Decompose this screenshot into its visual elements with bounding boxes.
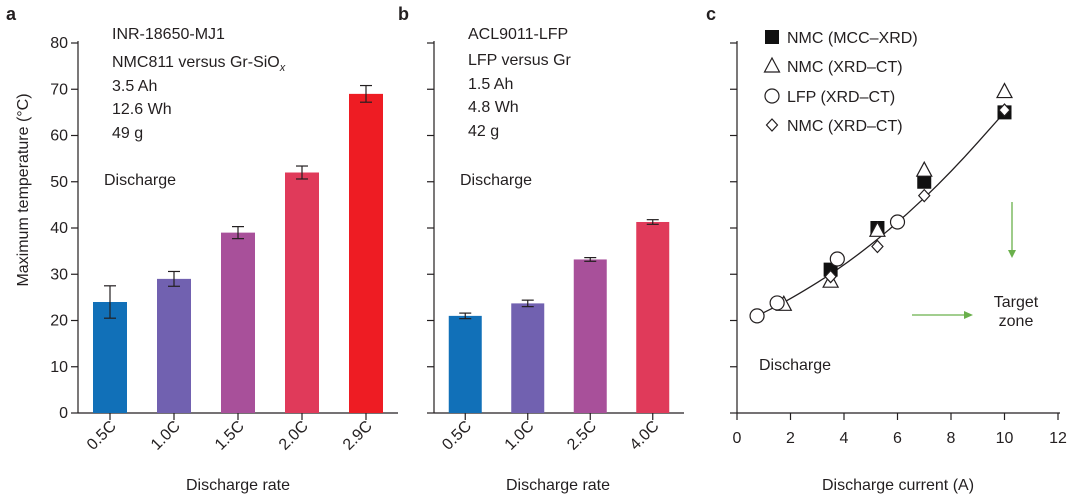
b-x-tick-label: 0.5C	[439, 418, 475, 454]
a-x-tick-label: 1.5C	[212, 418, 248, 454]
a-y-tick-label: 70	[50, 81, 68, 98]
a-error-bar	[168, 270, 180, 287]
b-error-bar	[521, 299, 534, 308]
c-x-tick-label: 4	[840, 430, 849, 447]
c-x-tick-label: 10	[996, 430, 1014, 447]
b-x-tick-label: 2.5C	[564, 418, 600, 454]
panel-a: a Maximum temperature (°C) INR-18650-MJ1…	[6, 4, 398, 494]
cell-b-chem: LFP versus Gr	[468, 52, 572, 69]
fit-curve	[756, 111, 1005, 317]
a-error-bar	[104, 285, 116, 319]
panel-c: c Discharge Target zone Discharge curren…	[706, 4, 1067, 494]
legend-marker	[765, 30, 779, 44]
a-y-tick-label: 20	[50, 313, 68, 330]
y-axis-label: Maximum temperature (°C)	[15, 93, 32, 286]
c-point-triangle-open	[915, 160, 933, 177]
legend-marker	[764, 88, 780, 104]
c-point-circle-open	[769, 295, 785, 311]
c-point-diamond-open	[917, 188, 931, 203]
cell-a-capacity: 3.5 Ah	[112, 78, 157, 95]
discharge-label-c: Discharge	[759, 357, 831, 374]
panel-b-letter: b	[398, 4, 409, 24]
target-zone-label-2: zone	[999, 313, 1034, 330]
legend-label: NMC (MCC–XRD)	[787, 30, 918, 47]
a-bar	[221, 232, 255, 413]
c-x-tick-label: 6	[893, 430, 902, 447]
c-point-triangle-open	[995, 82, 1014, 99]
c-x-tick-label: 2	[786, 430, 795, 447]
b-error-bar	[584, 257, 597, 262]
cell-a-chem: NMC811 versus Gr-SiOx	[112, 54, 286, 74]
c-point-square-filled	[823, 262, 838, 277]
a-bar	[285, 172, 319, 413]
a-y-tick-label: 0	[59, 405, 68, 422]
c-point-square-filled	[917, 174, 932, 189]
cell-a-mass: 49 g	[112, 125, 143, 142]
x-axis-label-c: Discharge current (A)	[822, 477, 974, 494]
target-arrow-down-head	[1008, 250, 1016, 258]
c-x-tick-label: 8	[947, 430, 956, 447]
a-y-tick-label: 30	[50, 266, 68, 283]
c-x-tick-label: 12	[1049, 430, 1067, 447]
target-arrow-right-head	[964, 311, 973, 319]
a-bar	[349, 93, 383, 413]
c-point-triangle-open	[868, 221, 886, 237]
c-point-circle-open	[749, 308, 765, 324]
b-error-bar	[459, 312, 472, 320]
a-x-tick-label: 2.0C	[276, 418, 312, 454]
a-error-bar	[296, 165, 308, 180]
legend-label: NMC (XRD–CT)	[787, 118, 903, 135]
cell-b-energy: 4.8 Wh	[468, 99, 519, 116]
b-bar	[511, 303, 545, 413]
cell-b-capacity: 1.5 Ah	[468, 76, 513, 93]
c-point-diamond-open	[998, 103, 1011, 117]
c-point-diamond-open	[824, 269, 837, 284]
panel-c-letter: c	[706, 4, 716, 24]
cell-b-mass: 42 g	[468, 123, 499, 140]
legend-label: LFP (XRD–CT)	[787, 89, 895, 106]
legend-marker	[763, 56, 781, 73]
cell-a-energy: 12.6 Wh	[112, 101, 172, 118]
a-y-tick-label: 60	[50, 128, 68, 145]
legend-label: NMC (XRD–CT)	[787, 59, 903, 76]
c-point-circle-open	[829, 251, 845, 267]
b-bar	[573, 259, 607, 413]
a-error-bar	[232, 226, 244, 240]
panel-b: b ACL9011-LFP LFP versus Gr 1.5 Ah 4.8 W…	[398, 4, 684, 494]
a-y-tick-label: 40	[50, 220, 68, 237]
a-error-bar	[360, 84, 372, 103]
b-error-bar	[646, 219, 659, 225]
target-zone-label-1: Target	[994, 294, 1039, 311]
legend-marker	[765, 118, 779, 132]
b-bar	[448, 315, 482, 413]
b-x-tick-label: 1.0C	[502, 418, 538, 454]
cell-b-name: ACL9011-LFP	[468, 26, 568, 43]
discharge-label-a: Discharge	[104, 172, 176, 189]
c-x-tick-label: 0	[733, 430, 742, 447]
a-x-tick-label: 2.9C	[340, 418, 376, 454]
c-point-circle-open	[889, 214, 906, 230]
cell-a-name: INR-18650-MJ1	[112, 26, 225, 43]
a-y-tick-label: 10	[50, 359, 68, 376]
x-axis-label-a: Discharge rate	[186, 477, 290, 494]
a-y-tick-label: 80	[50, 35, 68, 52]
discharge-label-b: Discharge	[460, 172, 532, 189]
c-point-diamond-open	[871, 239, 884, 254]
a-x-tick-label: 0.5C	[84, 418, 120, 454]
a-bar	[157, 278, 191, 413]
panel-a-letter: a	[6, 4, 17, 24]
a-bar	[93, 302, 127, 413]
b-bar	[636, 221, 670, 413]
a-y-tick-label: 50	[50, 174, 68, 191]
cell-a-chem-sub: x	[279, 62, 286, 74]
b-x-tick-label: 4.0C	[627, 418, 663, 454]
a-x-tick-label: 1.0C	[148, 418, 184, 454]
x-axis-label-b: Discharge rate	[506, 477, 610, 494]
cell-a-chem-main: NMC811 versus Gr-SiO	[112, 54, 280, 71]
